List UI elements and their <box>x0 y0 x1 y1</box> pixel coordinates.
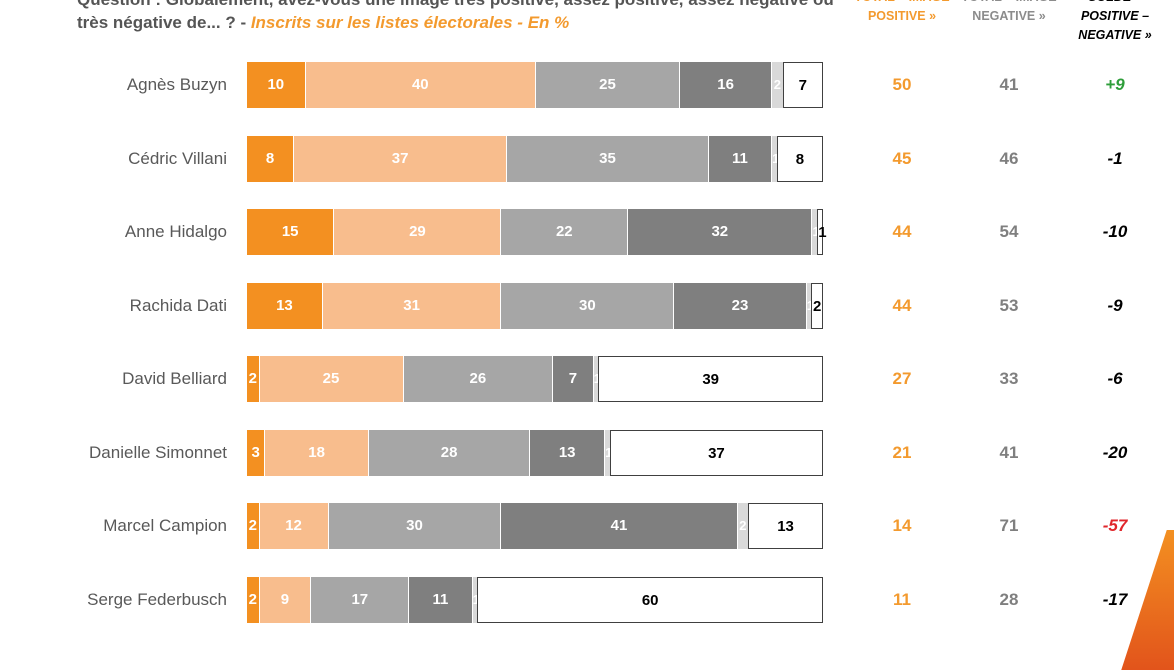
bar-segment: 37 <box>609 429 823 476</box>
bar-segment: 2 <box>811 282 823 329</box>
col-header-positive: TOTAL « IMAGE POSITIVE » <box>854 0 949 23</box>
bar-segment: 16 <box>679 62 772 108</box>
category-label: Anne Hidalgo <box>124 222 227 241</box>
bar-segment: 2 <box>247 576 259 623</box>
col-header-negative: TOTAL « IMAGE NEGATIVE » <box>961 0 1056 23</box>
bar-segment: 30 <box>500 282 674 329</box>
bar-segment: 13 <box>247 282 322 329</box>
bar-segment: 11 <box>408 576 472 623</box>
bar-segment: 25 <box>258 356 403 402</box>
bar-segment: 13 <box>748 503 823 549</box>
bar-row: Agnès Buzyn 10 40 25 16 2 7 50 41 +9 <box>0 62 1174 108</box>
bar-segment: 30 <box>327 503 501 549</box>
bar-segment: 28 <box>367 429 530 476</box>
total-positive-value: 50 <box>892 75 912 94</box>
bar-segment: 1 <box>604 429 612 476</box>
solde-value: -6 <box>1107 369 1123 388</box>
bar-segment: 2 <box>771 62 783 108</box>
bar-segment: 7 <box>552 356 593 402</box>
category-label: Agnès Buzyn <box>126 75 227 94</box>
bar-segment: 41 <box>500 503 737 549</box>
total-positive-value: 14 <box>892 516 912 535</box>
bar-segment: 39 <box>598 356 823 402</box>
bar-segment: 1 <box>471 576 480 623</box>
bar-segment: 37 <box>293 135 507 182</box>
category-label: David Belliard <box>122 369 227 388</box>
total-positive-value: 44 <box>892 295 912 315</box>
bar-segment: 1 <box>811 209 820 255</box>
solde-value: -20 <box>1102 442 1128 462</box>
bar-row: Anne Hidalgo 15 29 22 32 1 1 44 54 -10 <box>0 209 1174 255</box>
solde-value: -9 <box>1107 295 1123 315</box>
total-negative-value: 28 <box>999 589 1019 609</box>
category-label: Rachida Dati <box>129 295 227 315</box>
solde-value: -1 <box>1107 148 1123 168</box>
bar-row: Cédric Villani 8 37 35 11 1 8 45 46 -1 <box>0 135 1174 182</box>
bar-segment: 9 <box>258 576 311 623</box>
bar-segment: 29 <box>333 209 501 255</box>
bar-segment: 26 <box>402 356 553 402</box>
bar-segment: 3 <box>247 429 265 476</box>
bar-segment: 2 <box>247 356 259 402</box>
bar-segment: 22 <box>500 209 628 255</box>
bar-segment: 13 <box>529 429 605 476</box>
solde-value: -10 <box>1102 222 1128 241</box>
bar-row: Marcel Campion 2 12 30 41 2 13 14 71 -57 <box>0 503 1174 549</box>
category-label: Danielle Simonnet <box>89 442 227 462</box>
bar-segment: 23 <box>673 282 806 329</box>
bar-row: Rachida Dati 13 31 30 23 1 2 44 53 -9 <box>0 282 1174 329</box>
bar-row: Serge Federbusch 2 9 17 11 1 60 11 28 -17 <box>0 576 1174 623</box>
solde-value: -57 <box>1102 516 1128 535</box>
bar-segment: 8 <box>247 135 294 182</box>
total-positive-value: 44 <box>892 222 912 241</box>
solde-value: +9 <box>1105 75 1125 94</box>
bar-segment: 1 <box>771 135 779 182</box>
total-negative-value: 41 <box>999 75 1019 94</box>
bar-segment: 17 <box>310 576 409 623</box>
total-positive-value: 45 <box>892 148 912 168</box>
solde-value: -17 <box>1102 589 1128 609</box>
bar-segment: 10 <box>247 62 305 108</box>
question: Question : Globalement, avez-vous une im… <box>77 0 834 32</box>
bar-segment: 25 <box>535 62 679 108</box>
bar-segment: 2 <box>736 503 749 549</box>
total-negative-value: 33 <box>999 369 1019 388</box>
bar-row: Danielle Simonnet 3 18 28 13 1 37 21 41 -20 <box>0 429 1174 476</box>
bar-segment: 7 <box>782 62 823 108</box>
bar-segment: 11 <box>707 135 772 182</box>
bar-row: David Belliard 2 25 26 7 1 39 27 33 -6 <box>0 356 1174 402</box>
total-positive-value: 27 <box>892 369 912 388</box>
bar-segment: 15 <box>247 209 334 255</box>
bar-segment: 32 <box>627 209 812 255</box>
bar-segment: 31 <box>321 282 501 329</box>
total-negative-value: 46 <box>999 148 1019 168</box>
bar-segment: 12 <box>258 503 328 549</box>
bar-segment: 35 <box>506 135 708 182</box>
question-text: Question : Globalement, avez-vous une im… <box>77 0 857 34</box>
col-header-solde: SOLDE « POSITIVE – NEGATIVE » <box>1078 0 1152 42</box>
bar-segment: 1 <box>817 209 827 255</box>
bar-segment: 2 <box>247 503 259 549</box>
category-label: Marcel Campion <box>103 516 227 535</box>
bar-segment: 8 <box>776 135 823 182</box>
category-label: Serge Federbusch <box>87 589 227 609</box>
total-negative-value: 41 <box>999 442 1019 462</box>
bar-segment: 40 <box>304 62 535 108</box>
bar-segment: 1 <box>805 282 814 329</box>
bar-segment: 18 <box>264 429 368 476</box>
bar-segment: 1 <box>592 356 601 402</box>
total-positive-value: 21 <box>892 442 912 462</box>
total-negative-value: 71 <box>999 516 1019 535</box>
category-label: Cédric Villani <box>128 148 227 168</box>
bar-segment: 60 <box>477 576 823 623</box>
total-negative-value: 54 <box>999 222 1019 241</box>
total-positive-value: 11 <box>893 589 911 609</box>
subtitle: Inscrits sur les listes électorales - En… <box>250 13 570 32</box>
total-negative-value: 53 <box>999 295 1019 315</box>
